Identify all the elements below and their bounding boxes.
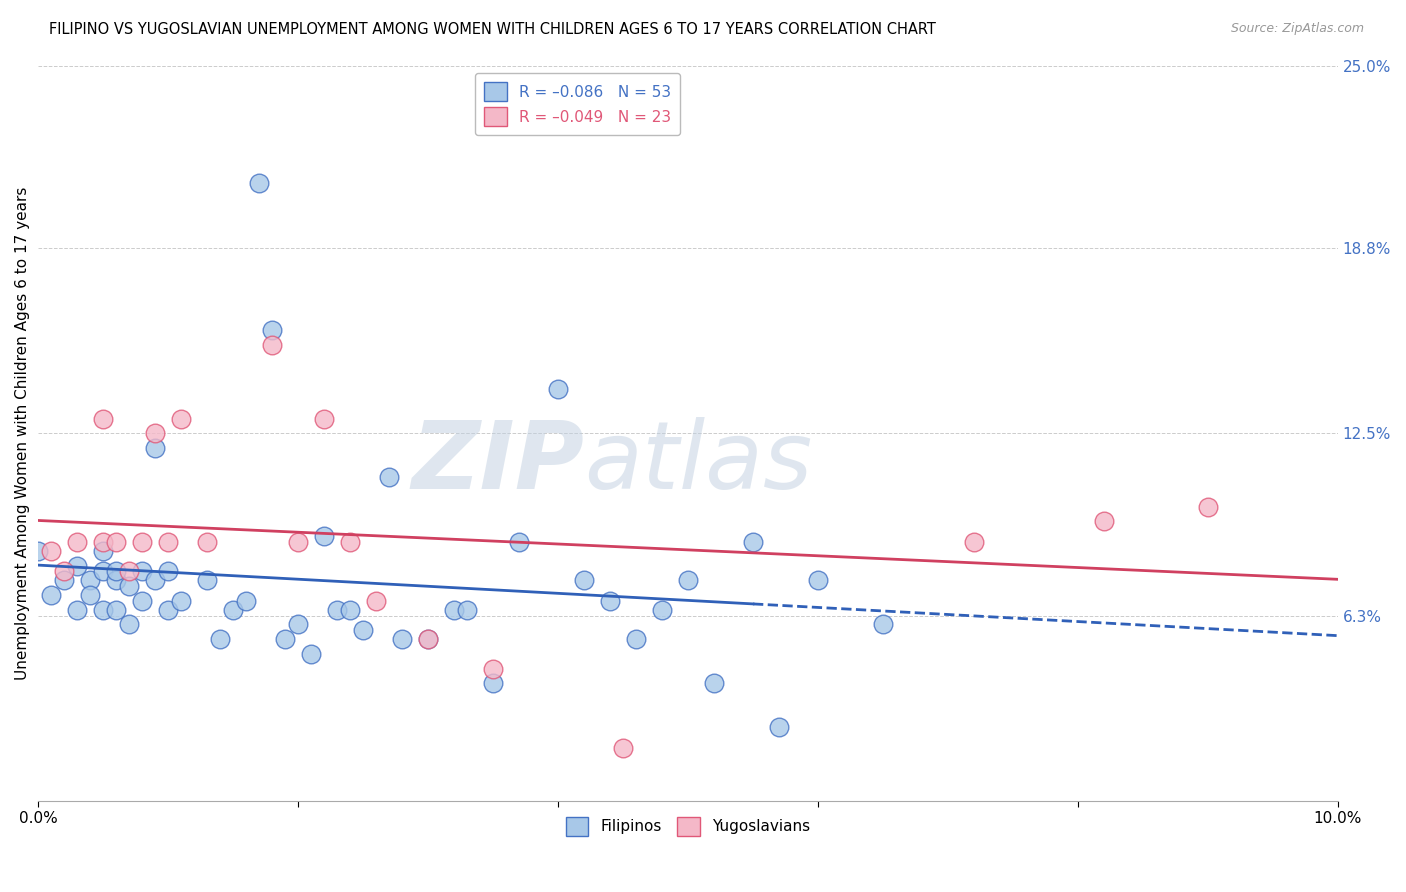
Point [963,535,986,549]
Text: FILIPINO VS YUGOSLAVIAN UNEMPLOYMENT AMONG WOMEN WITH CHILDREN AGES 6 TO 17 YEAR: FILIPINO VS YUGOSLAVIAN UNEMPLOYMENT AMO… [49,22,936,37]
Point [314,529,336,543]
Point [1197,500,1219,514]
Point [53,574,76,588]
Point [274,632,297,647]
Point [105,565,128,579]
Point [599,594,621,608]
Point [170,594,193,608]
Point [66,603,89,617]
Point [79,574,101,588]
Point [299,647,322,661]
Point [209,632,232,647]
Point [53,565,76,579]
Point [768,720,790,734]
Point [131,594,153,608]
Point [339,535,361,549]
Point [91,544,114,558]
Point [157,603,180,617]
Point [235,594,257,608]
Point [105,535,128,549]
Point [807,574,830,588]
Point [79,588,101,602]
Point [91,535,114,549]
Y-axis label: Unemployment Among Women with Children Ages 6 to 17 years: Unemployment Among Women with Children A… [15,186,30,680]
Point [66,535,89,549]
Point [27,544,49,558]
Point [195,574,218,588]
Point [651,603,673,617]
Point [326,603,349,617]
Text: ZIP: ZIP [411,417,583,508]
Point [443,603,465,617]
Text: Source: ZipAtlas.com: Source: ZipAtlas.com [1230,22,1364,36]
Point [482,661,505,675]
Point [157,565,180,579]
Point [105,603,128,617]
Point [91,411,114,425]
Point [703,676,725,690]
Point [314,411,336,425]
Point [170,411,193,425]
Point [366,594,388,608]
Point [572,574,595,588]
Point [339,603,361,617]
Point [287,535,309,549]
Point [287,617,309,632]
Point [456,603,478,617]
Point [118,579,141,593]
Point [118,617,141,632]
Point [418,632,440,647]
Point [872,617,894,632]
Point [157,535,180,549]
Point [482,676,505,690]
Point [247,176,270,190]
Point [378,470,401,484]
Point [66,558,89,573]
Point [41,544,63,558]
Text: atlas: atlas [583,417,813,508]
Point [676,574,699,588]
Point [624,632,647,647]
Point [91,603,114,617]
Point [41,588,63,602]
Point [131,535,153,549]
Point [352,624,374,638]
Point [222,603,245,617]
Point [262,338,284,352]
Point [143,574,166,588]
Point [508,535,530,549]
Point [195,535,218,549]
Point [418,632,440,647]
Point [391,632,413,647]
Point [91,565,114,579]
Point [612,740,634,755]
Point [131,565,153,579]
Point [262,323,284,337]
Point [547,382,569,396]
Point [143,426,166,441]
Point [143,441,166,455]
Point [1092,515,1115,529]
Point [742,535,765,549]
Point [105,574,128,588]
Point [118,565,141,579]
Legend: Filipinos, Yugoslavians: Filipinos, Yugoslavians [557,808,820,845]
